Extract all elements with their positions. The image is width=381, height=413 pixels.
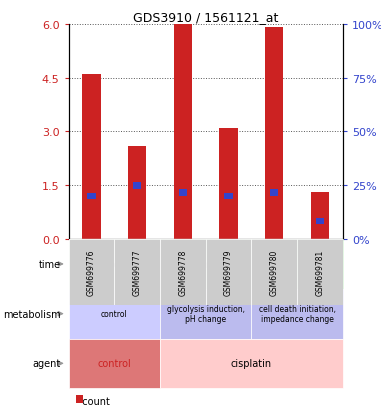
- Bar: [270, 190, 279, 196]
- Text: GSM699780: GSM699780: [270, 249, 279, 296]
- Text: GSM699777: GSM699777: [133, 249, 142, 296]
- Bar: [69, 339, 160, 388]
- Bar: [297, 240, 343, 306]
- Text: agent: agent: [33, 358, 61, 368]
- Text: cell death initiation,
impedance change: cell death initiation, impedance change: [259, 304, 336, 323]
- Text: 8-9 hours: 8-9 hours: [182, 259, 229, 269]
- Bar: [219, 128, 238, 240]
- Bar: [128, 147, 146, 240]
- Text: GSM699776: GSM699776: [87, 249, 96, 296]
- Bar: [160, 240, 206, 306]
- Bar: [69, 240, 160, 289]
- Bar: [206, 240, 251, 306]
- Text: time: time: [39, 259, 61, 269]
- Title: GDS3910 / 1561121_at: GDS3910 / 1561121_at: [133, 11, 279, 24]
- Bar: [251, 289, 343, 339]
- Text: glycolysis induction,
pH change: glycolysis induction, pH change: [167, 304, 245, 323]
- Bar: [82, 75, 101, 240]
- Bar: [69, 240, 114, 306]
- Bar: [311, 193, 329, 240]
- Bar: [114, 240, 160, 306]
- Bar: [251, 240, 343, 289]
- Bar: [224, 193, 233, 200]
- Text: cisplatin: cisplatin: [231, 358, 272, 368]
- Text: control: control: [101, 309, 128, 318]
- Text: control: control: [98, 358, 131, 368]
- Bar: [265, 28, 283, 240]
- Bar: [179, 190, 187, 196]
- Bar: [160, 289, 251, 339]
- Text: 0 hour: 0 hour: [98, 259, 130, 269]
- Text: GSM699778: GSM699778: [178, 249, 187, 296]
- Bar: [316, 218, 324, 225]
- Bar: [251, 240, 297, 306]
- Text: GSM699781: GSM699781: [315, 249, 325, 296]
- Text: metabolism: metabolism: [3, 309, 61, 319]
- Text: GSM699779: GSM699779: [224, 249, 233, 296]
- Bar: [69, 289, 160, 339]
- Bar: [87, 193, 96, 200]
- Bar: [174, 25, 192, 240]
- Text: 10-11 hours: 10-11 hours: [268, 259, 327, 269]
- Bar: [133, 183, 141, 189]
- Bar: [160, 240, 251, 289]
- Text: count: count: [76, 396, 110, 406]
- Bar: [160, 339, 343, 388]
